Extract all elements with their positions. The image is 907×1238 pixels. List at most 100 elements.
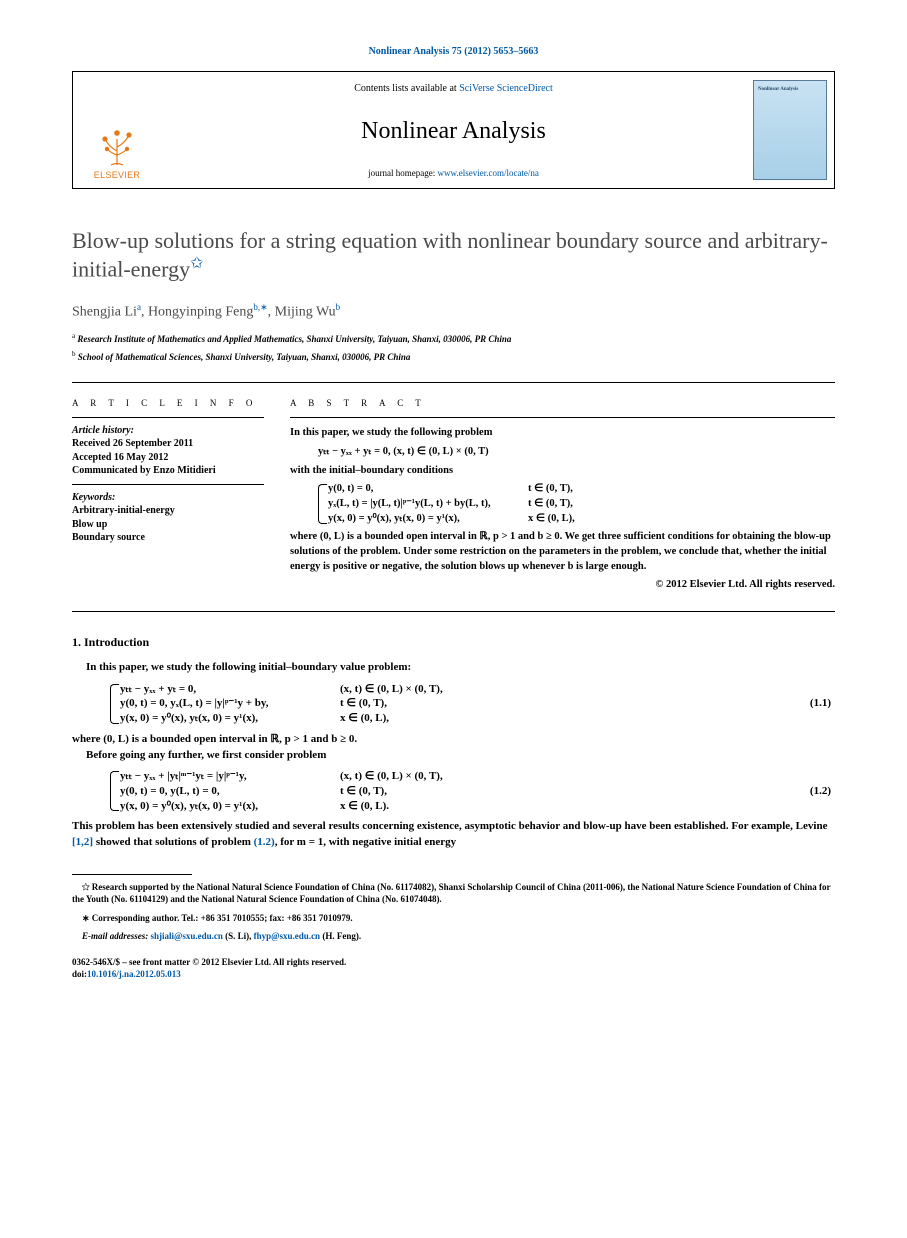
abstract-eq1: yₜₜ − yₓₓ + yₜ = 0, (x, t) ∈ (0, L) × (0…	[290, 445, 835, 460]
eq12-r2c2: t ∈ (0, T),	[340, 784, 450, 799]
eqref-1-2[interactable]: (1.2)	[254, 836, 275, 848]
cover-cell: Nonlinear Analysis	[746, 72, 834, 188]
title-footnote-marker-icon: ✩	[190, 255, 203, 272]
journal-reference: Nonlinear Analysis 75 (2012) 5653–5663	[72, 45, 835, 59]
section-1-heading: 1. Introduction	[72, 634, 835, 650]
eq12-r1c1: yₜₜ − yₓₓ + |yₜ|ᵐ⁻¹yₜ = |y|ᵖ⁻¹y,	[120, 769, 340, 784]
author-2-aff: b,∗	[253, 302, 267, 312]
intro-p3: Before going any further, we first consi…	[72, 748, 835, 763]
info-abstract-row: A R T I C L E I N F O Article history: R…	[72, 397, 835, 593]
eq12-r3c2: x ∈ (0, L).	[340, 799, 450, 814]
email-2-link[interactable]: fhyp@sxu.edu.cn	[254, 931, 320, 941]
intro-p4-c: , for m = 1, with negative initial energ…	[275, 836, 456, 848]
author-3: Mijing Wu	[275, 304, 336, 319]
eq11-r3c2: x ∈ (0, L),	[340, 711, 450, 726]
abs-sys-r1c2: t ∈ (0, T),	[528, 482, 608, 497]
footnote-marker-asterisk-icon: ∗	[82, 913, 90, 923]
authors-line: Shengjia Lia, Hongyinping Fengb,∗, Mijin…	[72, 301, 835, 323]
eq11-r2c2: t ∈ (0, T),	[340, 696, 450, 711]
citation-1-2[interactable]: [1,2]	[72, 836, 93, 848]
separator-rule-2	[72, 611, 835, 612]
keyword-3: Boundary source	[72, 531, 264, 545]
keywords-label: Keywords:	[72, 491, 264, 505]
article-title: Blow-up solutions for a string equation …	[72, 227, 835, 283]
abs-sys-r2c1: yₓ(L, t) = |y(L, t)|ᵖ⁻¹y(L, t) + by(L, t…	[328, 497, 528, 512]
received-date: Received 26 September 2011	[72, 437, 264, 451]
affiliation-a-text: Research Institute of Mathematics and Ap…	[77, 334, 511, 344]
author-3-aff: b	[336, 302, 341, 312]
eq11-r3c1: y(x, 0) = y⁰(x), yₜ(x, 0) = y¹(x),	[120, 711, 340, 726]
keyword-2: Blow up	[72, 518, 264, 532]
equation-1-2-number: (1.2)	[810, 784, 835, 799]
doi-label: doi:	[72, 969, 87, 979]
intro-p1: In this paper, we study the following in…	[72, 660, 835, 675]
article-info-column: A R T I C L E I N F O Article history: R…	[72, 397, 264, 593]
contents-line: Contents lists available at SciVerse Sci…	[354, 82, 553, 96]
eq12-r3c1: y(x, 0) = y⁰(x), yₜ(x, 0) = y¹(x),	[120, 799, 340, 814]
abstract-heading: A B S T R A C T	[290, 397, 835, 410]
abstract-column: A B S T R A C T In this paper, we study …	[290, 397, 835, 593]
homepage-link[interactable]: www.elsevier.com/locate/na	[438, 168, 539, 178]
publisher-logo-cell: ELSEVIER	[73, 72, 161, 188]
abstract-p3: where (0, L) is a bounded open interval …	[290, 530, 835, 574]
keyword-1: Arbitrary-initial-energy	[72, 504, 264, 518]
affiliation-b-text: School of Mathematical Sciences, Shanxi …	[78, 352, 411, 362]
eq12-r1c2: (x, t) ∈ (0, L) × (0, T),	[340, 769, 450, 784]
sciencedirect-link[interactable]: SciVerse ScienceDirect	[459, 83, 553, 94]
author-1-aff: a	[137, 302, 141, 312]
email-1-link[interactable]: shjiali@sxu.edu.cn	[151, 931, 223, 941]
equation-1-1-number: (1.1)	[810, 696, 835, 711]
eq11-r1c1: yₜₜ − yₓₓ + yₜ = 0,	[120, 682, 340, 697]
keywords-block: Keywords: Arbitrary-initial-energy Blow …	[72, 491, 264, 545]
footnote-rule	[72, 874, 192, 875]
footer-block: 0362-546X/$ – see front matter © 2012 El…	[72, 956, 835, 980]
header-box: ELSEVIER Contents lists available at Sci…	[72, 71, 835, 189]
history-label: Article history:	[72, 424, 264, 438]
footnote-corresponding: ∗ Corresponding author. Tel.: +86 351 70…	[72, 912, 835, 924]
abstract-p2: with the initial–boundary conditions	[290, 464, 835, 479]
elsevier-tree-icon	[93, 119, 141, 167]
intro-p4-b: showed that solutions of problem	[93, 836, 254, 848]
intro-p4-a: This problem has been extensively studie…	[72, 820, 827, 832]
eq12-r2c1: y(0, t) = 0, y(L, t) = 0,	[120, 784, 340, 799]
footnote-funding: ✩ Research supported by the National Nat…	[72, 881, 835, 905]
cover-thumb-title: Nonlinear Analysis	[758, 87, 822, 93]
footnote-funding-text: Research supported by the National Natur…	[72, 882, 830, 904]
equation-1-1: yₜₜ − yₓₓ + yₜ = 0,(x, t) ∈ (0, L) × (0,…	[72, 682, 835, 727]
email-1-name: (S. Li),	[223, 931, 254, 941]
equation-1-2: yₜₜ − yₓₓ + |yₜ|ᵐ⁻¹yₜ = |y|ᵖ⁻¹y,(x, t) ∈…	[72, 769, 835, 814]
email-2-name: (H. Feng).	[320, 931, 361, 941]
doi-link[interactable]: 10.1016/j.na.2012.05.013	[87, 969, 181, 979]
doi-line: doi:10.1016/j.na.2012.05.013	[72, 968, 835, 980]
journal-cover-thumb: Nonlinear Analysis	[753, 80, 827, 180]
communicated-by: Communicated by Enzo Mitidieri	[72, 464, 264, 478]
author-1: Shengjia Li	[72, 304, 137, 319]
homepage-line: journal homepage: www.elsevier.com/locat…	[368, 167, 539, 179]
author-2: Hongyinping Feng	[148, 304, 253, 319]
article-history: Article history: Received 26 September 2…	[72, 424, 264, 478]
affiliation-b: b School of Mathematical Sciences, Shanx…	[72, 350, 835, 364]
accepted-date: Accepted 16 May 2012	[72, 451, 264, 465]
journal-title: Nonlinear Analysis	[361, 115, 546, 147]
footnote-corresponding-text: Corresponding author. Tel.: +86 351 7010…	[92, 913, 353, 923]
abstract-copyright: © 2012 Elsevier Ltd. All rights reserved…	[290, 578, 835, 593]
email-label: E-mail addresses:	[82, 931, 151, 941]
abs-sys-r2c2: t ∈ (0, T),	[528, 497, 608, 512]
abs-sys-r3c2: x ∈ (0, L),	[528, 512, 608, 527]
title-text: Blow-up solutions for a string equation …	[72, 228, 828, 282]
publisher-name: ELSEVIER	[94, 169, 140, 181]
issn-copyright: 0362-546X/$ – see front matter © 2012 El…	[72, 956, 835, 968]
abs-sys-r3c1: y(x, 0) = y⁰(x), yₜ(x, 0) = y¹(x),	[328, 512, 528, 527]
abs-sys-r1c1: y(0, t) = 0,	[328, 482, 528, 497]
separator-rule	[72, 382, 835, 383]
intro-p2: where (0, L) is a bounded open interval …	[72, 732, 835, 747]
footnote-emails: E-mail addresses: shjiali@sxu.edu.cn (S.…	[72, 930, 835, 942]
footnote-marker-star-icon: ✩	[82, 882, 90, 892]
eq11-r2c1: y(0, t) = 0, yₓ(L, t) = |y|ᵖ⁻¹y + by,	[120, 696, 340, 711]
abstract-p1: In this paper, we study the following pr…	[290, 426, 835, 441]
homepage-prefix: journal homepage:	[368, 168, 437, 178]
affiliation-a: a Research Institute of Mathematics and …	[72, 332, 835, 346]
eq11-r1c2: (x, t) ∈ (0, L) × (0, T),	[340, 682, 450, 697]
contents-prefix: Contents lists available at	[354, 83, 459, 94]
header-center: Contents lists available at SciVerse Sci…	[161, 72, 746, 188]
